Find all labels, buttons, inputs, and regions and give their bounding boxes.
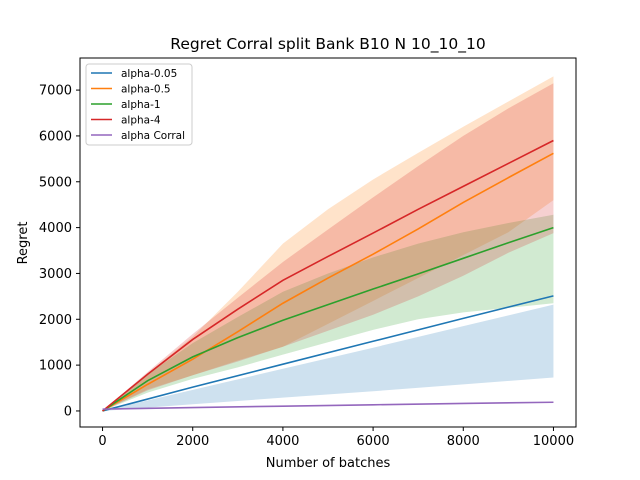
x-axis-ticks: 0 2000 4000 6000 8000 10000 <box>98 427 574 449</box>
y-axis-ticks: 0 1000 2000 3000 4000 5000 6000 7000 <box>39 84 80 419</box>
legend-box <box>85 63 193 146</box>
legend-label-alpha-4: alpha-4 <box>121 114 161 126</box>
band-alpha-0-5 <box>102 76 554 411</box>
x-tick-label: 8000 <box>447 434 480 449</box>
y-tick-label: 1000 <box>39 359 72 374</box>
line-alpha-4 <box>102 139 554 412</box>
legend-label-alpha-0-05: alpha-0.05 <box>121 68 177 80</box>
band-alpha-1 <box>102 214 554 411</box>
x-tick-label: 10000 <box>533 434 574 449</box>
confidence-bands <box>102 76 554 411</box>
x-axis-label: Number of batches <box>266 456 391 471</box>
band-alpha-0-05 <box>102 304 554 411</box>
y-tick-label: 7000 <box>39 84 72 99</box>
y-tick-label: 5000 <box>39 175 72 190</box>
legend-label-alpha-corral: alpha Corral <box>121 130 185 142</box>
y-tick-label: 6000 <box>39 129 72 144</box>
y-tick-label: 3000 <box>39 267 72 282</box>
x-tick-label: 0 <box>98 434 106 449</box>
line-alpha-0-05 <box>102 295 554 412</box>
chart-title: Regret Corral split Bank B10 N 10_10_10 <box>170 35 485 54</box>
x-tick-label: 2000 <box>176 434 209 449</box>
x-tick-label: 4000 <box>266 434 299 449</box>
line-alpha-corral <box>102 401 554 410</box>
series-lines <box>102 139 554 412</box>
legend: alpha-0.05 alpha-0.5 alpha-1 alpha-4 alpha C… <box>85 63 193 146</box>
x-tick-label: 6000 <box>357 434 390 449</box>
y-axis-label: Regret <box>16 222 31 265</box>
legend-label-alpha-0-5: alpha-0.5 <box>121 83 171 95</box>
line-alpha-0-5 <box>102 152 554 412</box>
y-tick-label: 4000 <box>39 221 72 236</box>
line-alpha-1 <box>102 226 554 412</box>
legend-label-alpha-1: alpha-1 <box>121 99 161 111</box>
y-tick-label: 2000 <box>39 313 72 328</box>
plot-frame <box>79 57 577 428</box>
y-tick-label: 0 <box>64 404 72 419</box>
band-alpha-4 <box>102 83 554 411</box>
